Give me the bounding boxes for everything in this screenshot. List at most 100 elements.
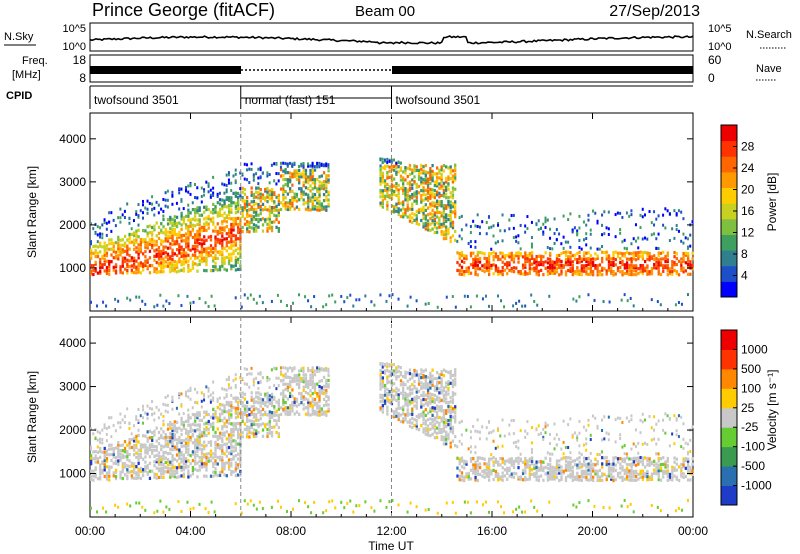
velocity-cell <box>126 452 129 456</box>
power-cell <box>232 224 235 228</box>
power-cell <box>528 254 531 258</box>
velocity-cell <box>524 456 527 461</box>
velocity-cell <box>316 410 319 414</box>
velocity-cell <box>203 447 206 451</box>
velocity-cell <box>239 461 242 465</box>
velocity-cell <box>440 416 443 420</box>
power-cell <box>589 228 592 232</box>
velocity-cell <box>218 470 222 475</box>
power-cell <box>637 254 640 258</box>
power-cell <box>282 190 285 194</box>
power-cell <box>191 201 194 205</box>
power-cell <box>180 245 183 249</box>
power-cell <box>207 222 210 226</box>
power-cell <box>221 204 224 208</box>
power-cell <box>481 251 484 255</box>
velocity-cell <box>535 475 538 479</box>
power-cell <box>497 240 500 244</box>
velocity-cell <box>447 392 450 396</box>
velocity-cell <box>386 387 389 391</box>
velocity-cell <box>580 472 583 476</box>
power-cell <box>295 199 299 203</box>
velocity-cell <box>203 474 206 478</box>
velocity-cell <box>474 460 477 464</box>
velocity-cell <box>528 459 531 463</box>
power-cell <box>634 251 638 255</box>
power-cell <box>481 264 484 268</box>
power-cell <box>639 263 642 268</box>
power-cell <box>684 253 688 257</box>
power-cell <box>650 272 654 276</box>
power-cell <box>121 238 124 242</box>
power-cell <box>406 206 409 210</box>
velocity-cell <box>187 447 190 451</box>
velocity-cell <box>157 454 161 459</box>
power-cell <box>524 230 527 234</box>
velocity-cell <box>517 462 520 466</box>
power-cell <box>142 238 145 242</box>
power-cell <box>282 187 285 191</box>
power-cell <box>248 214 251 218</box>
power-cell <box>295 195 299 199</box>
power-cell <box>415 213 418 218</box>
power-cell <box>171 242 174 246</box>
power-cell <box>603 251 606 255</box>
power-cell <box>103 248 106 252</box>
velocity-cell <box>223 388 226 392</box>
velocity-cell <box>320 379 323 383</box>
power-cell <box>674 303 677 307</box>
power-cell <box>657 251 660 255</box>
power-cell <box>264 219 267 224</box>
velocity-cell <box>227 412 231 416</box>
velocity-cell <box>241 416 244 421</box>
velocity-cell <box>182 465 186 469</box>
velocity-cell <box>474 472 477 476</box>
power-cell <box>447 196 450 200</box>
power-cell <box>598 269 602 274</box>
velocity-cell <box>236 452 240 456</box>
power-cell <box>112 268 115 272</box>
velocity-cell <box>173 420 176 424</box>
power-cell <box>234 234 238 238</box>
power-cell <box>246 296 249 300</box>
power-cell <box>180 223 183 227</box>
velocity-cell <box>148 436 152 440</box>
velocity-cell <box>207 419 210 424</box>
power-cell <box>282 198 285 202</box>
power-cell <box>634 269 638 273</box>
velocity-cell <box>175 430 179 434</box>
power-cell <box>551 271 554 275</box>
power-cell <box>223 199 226 203</box>
velocity-cell <box>399 413 403 417</box>
power-cell <box>114 254 118 258</box>
velocity-cell <box>277 415 280 420</box>
velocity-cell <box>119 425 122 429</box>
power-cell <box>302 193 305 197</box>
power-cell <box>207 207 210 212</box>
velocity-cell <box>295 399 299 404</box>
velocity-cell <box>160 447 163 452</box>
velocity-cell <box>225 395 228 399</box>
power-cell <box>686 262 690 267</box>
power-cell <box>99 235 102 239</box>
power-cell <box>178 235 181 239</box>
velocity-cell <box>307 385 310 390</box>
power-cell <box>151 202 154 206</box>
power-cell <box>311 204 314 208</box>
power-cell <box>142 216 145 220</box>
power-cell <box>142 252 145 256</box>
power-cell <box>445 234 448 238</box>
power-cell <box>218 213 222 218</box>
power-cell <box>160 207 163 211</box>
power-cell <box>569 267 572 271</box>
power-cell <box>273 208 276 213</box>
power-cell <box>284 201 287 205</box>
power-cell <box>388 159 391 163</box>
velocity-cell <box>379 387 382 391</box>
power-cell <box>440 175 443 179</box>
velocity-cell <box>379 372 382 376</box>
freq-right-tick-top: 60 <box>708 53 722 67</box>
power-cell <box>225 237 228 241</box>
power-cell <box>130 256 134 260</box>
velocity-cell <box>474 429 477 433</box>
